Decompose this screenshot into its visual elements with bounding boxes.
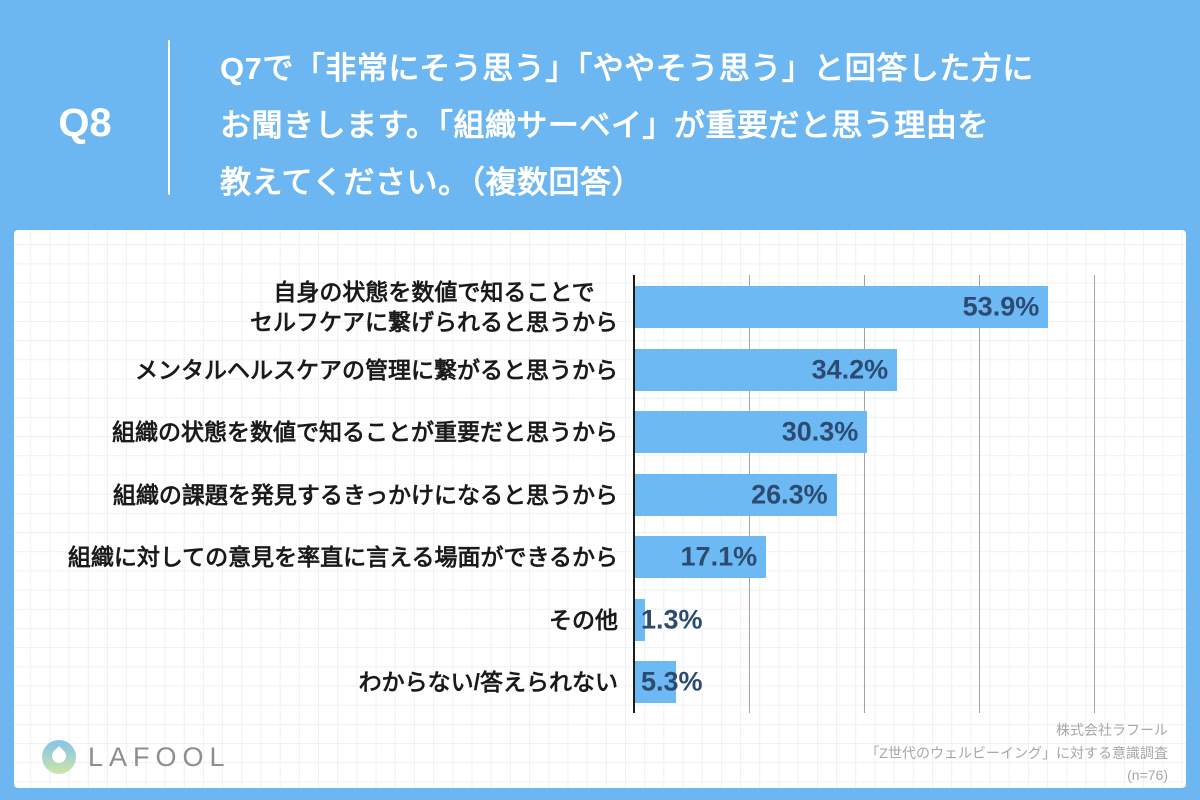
value-label: 1.3% <box>641 604 703 634</box>
chart-y-axis <box>633 275 635 713</box>
value-label: 5.3% <box>641 666 703 697</box>
source-company: 株式会社ラフール <box>1056 722 1168 738</box>
bar-segment <box>635 661 676 703</box>
category-label: 組織の状態を数値で知ることが重要だと思うから <box>14 417 618 447</box>
lafool-logo-text: LAFOOL <box>88 741 231 772</box>
chart-gridline <box>979 275 980 713</box>
question-header: Q8 Q7で「非常にそう思う」「ややそう思う」と回答した方に お聞きします。「組… <box>0 0 1200 230</box>
chart-gridline <box>1094 275 1095 713</box>
category-label-text: 組織の状態を数値で知ることが重要だと思うから <box>112 419 618 445</box>
bar-segment <box>635 536 767 578</box>
value-label: 17.1% <box>680 541 758 572</box>
bar-segment <box>635 473 837 516</box>
chart-gridline <box>864 275 865 713</box>
category-label-text: メンタルヘルスケアの管理に繋がると思うから <box>135 356 618 383</box>
category-label: メンタルヘルスケアの管理に繋がると思うから <box>14 355 618 385</box>
chart-card: 自身の状態を数値で知ることで セルフケアに繋げられると思うから 53.9% メンタルヘ… <box>14 230 1186 788</box>
category-label-text: その他 <box>549 606 618 633</box>
category-label: 組織の課題を発見するきっかけになると思うから <box>14 480 618 510</box>
category-label: 組織に対しての意見を率直に言える場面ができるから <box>14 542 618 572</box>
bar-segment <box>635 411 868 453</box>
source-attribution: 株式会社ラフール 「Z世代のウェルビーイング」に対する意識調査 (n=76) <box>865 719 1168 787</box>
question-title: Q7で「非常にそう思う」「ややそう思う」と回答した方に お聞きします。「組織サー… <box>220 40 1034 211</box>
question-title-line-2: お聞きします。「組織サーベイ」が重要だと思う理由を <box>220 108 989 143</box>
value-label: 26.3% <box>751 479 828 509</box>
category-label-text: 組織の課題を発見するきっかけになると思うから <box>112 481 618 508</box>
value-label: 30.3% <box>781 416 859 447</box>
lafool-logo-icon <box>42 740 76 774</box>
category-label: 自身の状態を数値で知ることで セルフケアに繋げられると思うから <box>14 277 618 337</box>
category-label: その他 <box>14 605 618 635</box>
category-label-text: わからない/答えられない <box>358 669 618 695</box>
header-divider <box>168 40 170 195</box>
lafool-logo: LAFOOL <box>42 739 231 775</box>
source-sample-size: (n=76) <box>1127 767 1168 783</box>
category-label-text: 組織に対しての意見を率直に言える場面ができるから <box>67 544 618 570</box>
source-survey-name: 「Z世代のウェルビーイング」に対する意識調査 <box>865 744 1168 761</box>
value-label: 53.9% <box>962 291 1040 322</box>
bar-segment <box>635 598 645 641</box>
question-title-line-1: Q7で「非常にそう思う」「ややそう思う」と回答した方に <box>220 51 1034 86</box>
bar-segment <box>635 348 898 391</box>
category-label-text: 自身の状態を数値で知ることで セルフケアに繋げられると思うから <box>250 279 618 335</box>
question-number: Q8 <box>58 101 112 145</box>
bar-segment <box>635 286 1049 328</box>
value-label: 34.2% <box>811 354 889 384</box>
question-title-line-3: 教えてください。（複数回答） <box>220 165 644 200</box>
category-label: わからない/答えられない <box>14 667 618 697</box>
droplet-icon <box>49 746 69 766</box>
